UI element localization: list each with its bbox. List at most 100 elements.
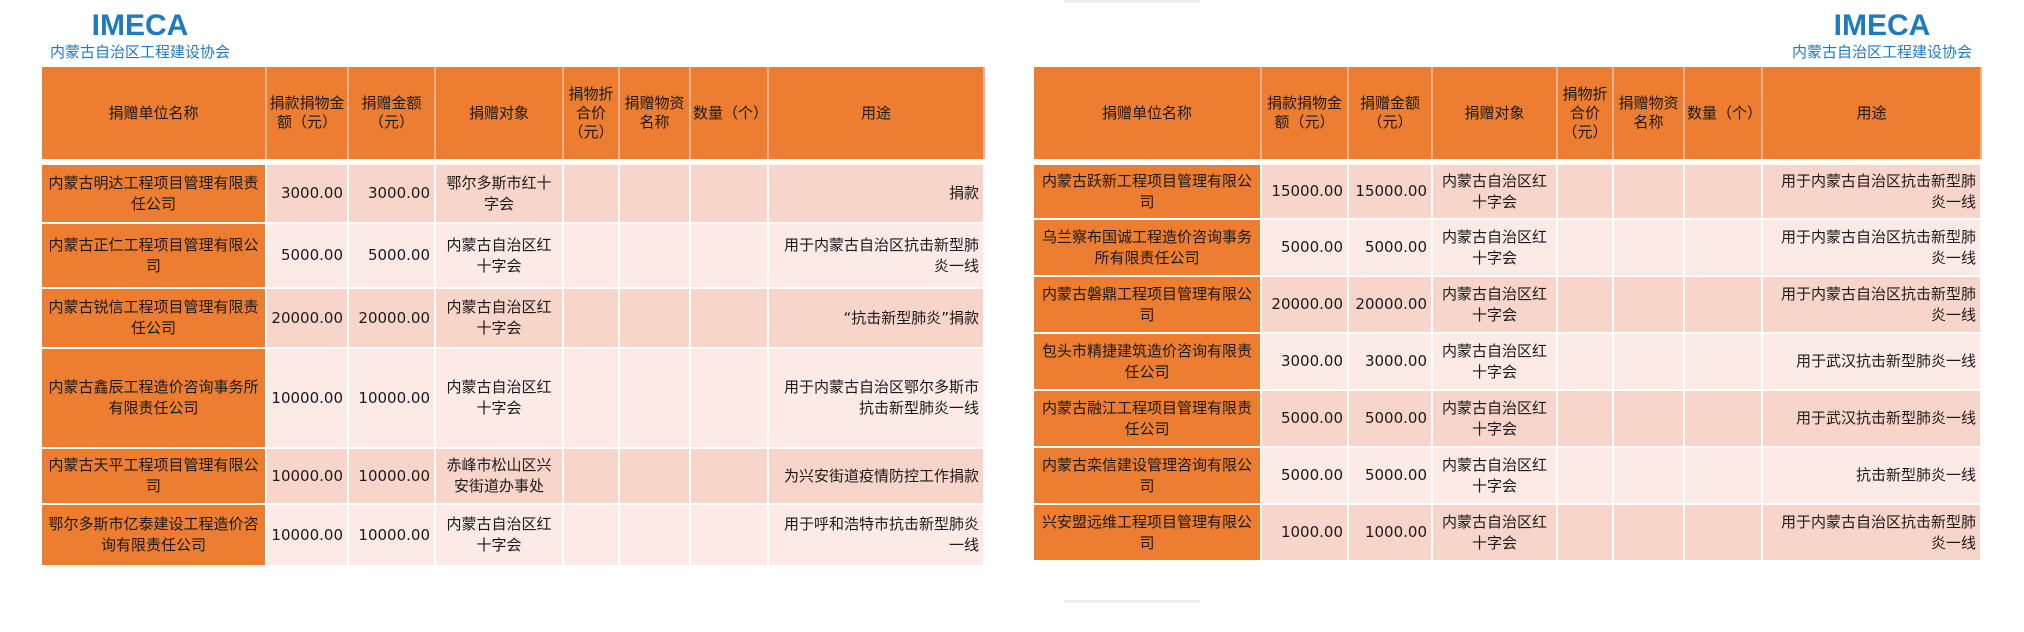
recipient-cell: 内蒙古自治区红十字会 bbox=[1432, 447, 1558, 505]
empty-cell bbox=[619, 288, 691, 349]
column-header: 捐物折合价（元） bbox=[1557, 67, 1614, 165]
donation-table-right: 捐赠单位名称 捐款捐物金额（元） 捐赠金额（元） 捐赠对象 捐物折合价（元） 捐赠物资名称… bbox=[1034, 67, 1982, 562]
empty-cell bbox=[1613, 447, 1685, 505]
column-header: 数量（个） bbox=[690, 67, 769, 165]
recipient-cell: 内蒙古自治区红十字会 bbox=[1432, 276, 1558, 334]
logo-left: IMECA 内蒙古自治区工程建设协会 bbox=[40, 10, 240, 62]
empty-cell bbox=[1684, 447, 1763, 505]
donation-amount-cell: 20000.00 bbox=[1348, 276, 1433, 334]
donation-amount-cell: 10000.00 bbox=[348, 448, 436, 505]
empty-cell bbox=[619, 448, 691, 505]
amount-cell: 10000.00 bbox=[266, 448, 349, 505]
amount-cell: 10000.00 bbox=[266, 504, 349, 567]
column-header: 捐款捐物金额（元） bbox=[1261, 67, 1349, 165]
column-header: 捐物折合价（元） bbox=[563, 67, 620, 165]
empty-cell bbox=[619, 162, 691, 224]
purpose-cell: 用于内蒙古自治区抗击新型肺炎一线 bbox=[1762, 276, 1982, 334]
empty-cell bbox=[1557, 219, 1614, 277]
purpose-cell: 用于呼和浩特市抗击新型肺炎一线 bbox=[768, 504, 985, 567]
donor-name-cell: 包头市精捷建筑造价咨询有限责任公司 bbox=[1034, 333, 1262, 391]
donation-amount-cell: 10000.00 bbox=[348, 348, 436, 449]
table-row: 内蒙古磐鼎工程项目管理有限公司 20000.00 20000.00 内蒙古自治区红十字… bbox=[1034, 276, 1982, 334]
empty-cell bbox=[563, 288, 620, 349]
empty-cell bbox=[1684, 276, 1763, 334]
logo-subtitle: 内蒙古自治区工程建设协会 bbox=[49, 43, 230, 61]
amount-cell: 15000.00 bbox=[1261, 162, 1349, 220]
table-row: 内蒙古天平工程项目管理有限公司 10000.00 10000.00 赤峰市松山区兴安街… bbox=[42, 448, 985, 505]
recipient-cell: 内蒙古自治区红十字会 bbox=[435, 288, 564, 349]
purpose-cell: 用于武汉抗击新型肺炎一线 bbox=[1762, 333, 1982, 391]
donation-table-left: 捐赠单位名称 捐款捐物金额（元） 捐赠金额（元） 捐赠对象 捐物折合价（元） 捐赠物资名称… bbox=[42, 67, 985, 567]
empty-cell bbox=[690, 223, 769, 289]
empty-cell bbox=[1613, 333, 1685, 391]
logo-title: IMECA bbox=[1833, 9, 1931, 42]
empty-cell bbox=[1613, 162, 1685, 220]
header-row: 捐赠单位名称 捐款捐物金额（元） 捐赠金额（元） 捐赠对象 捐物折合价（元） 捐赠物资名称… bbox=[42, 67, 985, 165]
column-header: 用途 bbox=[768, 67, 985, 165]
column-header: 捐赠单位名称 bbox=[42, 67, 267, 165]
table-row: 内蒙古正仁工程项目管理有限公司 5000.00 5000.00 内蒙古自治区红十字会用… bbox=[42, 223, 985, 289]
empty-cell bbox=[619, 348, 691, 449]
purpose-cell: 用于武汉抗击新型肺炎一线 bbox=[1762, 390, 1982, 448]
empty-cell bbox=[1557, 447, 1614, 505]
column-header: 捐赠物资名称 bbox=[1613, 67, 1685, 165]
table-row: 兴安盟远维工程项目管理有限公司 1000.00 1000.00 内蒙古自治区红十字会用… bbox=[1034, 504, 1982, 562]
column-header: 捐赠单位名称 bbox=[1034, 67, 1262, 165]
recipient-cell: 内蒙古自治区红十字会 bbox=[1432, 333, 1558, 391]
purpose-cell: 用于内蒙古自治区抗击新型肺炎一线 bbox=[1762, 504, 1982, 562]
empty-cell bbox=[1613, 504, 1685, 562]
recipient-cell: 内蒙古自治区红十字会 bbox=[1432, 390, 1558, 448]
logo-title: IMECA bbox=[91, 9, 189, 42]
table-row: 内蒙古跃新工程项目管理有限公司 15000.00 15000.00 内蒙古自治区红十字… bbox=[1034, 162, 1982, 220]
purpose-cell: 用于内蒙古自治区抗击新型肺炎一线 bbox=[1762, 162, 1982, 220]
empty-cell bbox=[1613, 219, 1685, 277]
donation-amount-cell: 5000.00 bbox=[1348, 447, 1433, 505]
column-header: 用途 bbox=[1762, 67, 1982, 165]
empty-cell bbox=[1684, 162, 1763, 220]
table-row: 乌兰察布国诚工程造价咨询事务所有限责任公司 5000.00 5000.00 内蒙古自治… bbox=[1034, 219, 1982, 277]
column-header: 捐款捐物金额（元） bbox=[266, 67, 349, 165]
purpose-cell: 用于内蒙古自治区抗击新型肺炎一线 bbox=[1762, 219, 1982, 277]
empty-cell bbox=[619, 504, 691, 567]
empty-cell bbox=[690, 448, 769, 505]
recipient-cell: 内蒙古自治区红十字会 bbox=[1432, 219, 1558, 277]
donor-name-cell: 内蒙古融江工程项目管理有限责任公司 bbox=[1034, 390, 1262, 448]
table-row: 内蒙古锐信工程项目管理有限责任公司 20000.00 20000.00 内蒙古自治区红… bbox=[42, 288, 985, 349]
donor-name-cell: 内蒙古鑫辰工程造价咨询事务所有限责任公司 bbox=[42, 348, 267, 449]
table-row: 内蒙古栾信建设管理咨询有限公司 5000.00 5000.00 内蒙古自治区红十字会抗… bbox=[1034, 447, 1982, 505]
table-row: 内蒙古鑫辰工程造价咨询事务所有限责任公司 10000.00 10000.00 内蒙古自… bbox=[42, 348, 985, 449]
table-row: 鄂尔多斯市亿泰建设工程造价咨询有限责任公司 10000.00 10000.00 内蒙古… bbox=[42, 504, 985, 567]
recipient-cell: 赤峰市松山区兴安街道办事处 bbox=[435, 448, 564, 505]
amount-cell: 5000.00 bbox=[1261, 219, 1349, 277]
donor-name-cell: 乌兰察布国诚工程造价咨询事务所有限责任公司 bbox=[1034, 219, 1262, 277]
amount-cell: 1000.00 bbox=[1261, 504, 1349, 562]
donation-amount-cell: 10000.00 bbox=[348, 504, 436, 567]
empty-cell bbox=[563, 448, 620, 505]
logo-right: IMECA 内蒙古自治区工程建设协会 bbox=[1782, 10, 1982, 62]
donation-amount-cell: 5000.00 bbox=[1348, 390, 1433, 448]
donor-name-cell: 内蒙古跃新工程项目管理有限公司 bbox=[1034, 162, 1262, 220]
column-header: 捐赠对象 bbox=[435, 67, 564, 165]
empty-cell bbox=[690, 162, 769, 224]
purpose-cell: 抗击新型肺炎一线 bbox=[1762, 447, 1982, 505]
donor-name-cell: 鄂尔多斯市亿泰建设工程造价咨询有限责任公司 bbox=[42, 504, 267, 567]
empty-cell bbox=[563, 348, 620, 449]
slide-separator bbox=[1064, 600, 1200, 603]
empty-cell bbox=[563, 162, 620, 224]
empty-cell bbox=[563, 223, 620, 289]
amount-cell: 5000.00 bbox=[266, 223, 349, 289]
empty-cell bbox=[619, 223, 691, 289]
empty-cell bbox=[563, 504, 620, 567]
empty-cell bbox=[1684, 333, 1763, 391]
donor-name-cell: 内蒙古磐鼎工程项目管理有限公司 bbox=[1034, 276, 1262, 334]
empty-cell bbox=[1684, 504, 1763, 562]
empty-cell bbox=[690, 288, 769, 349]
empty-cell bbox=[1557, 276, 1614, 334]
recipient-cell: 内蒙古自治区红十字会 bbox=[435, 223, 564, 289]
purpose-cell: 捐款 bbox=[768, 162, 985, 224]
table-row: 内蒙古明达工程项目管理有限责任公司 3000.00 3000.00 鄂尔多斯市红十字会… bbox=[42, 162, 985, 224]
donation-amount-cell: 5000.00 bbox=[1348, 219, 1433, 277]
donor-name-cell: 内蒙古栾信建设管理咨询有限公司 bbox=[1034, 447, 1262, 505]
donation-amount-cell: 5000.00 bbox=[348, 223, 436, 289]
empty-cell bbox=[1557, 504, 1614, 562]
